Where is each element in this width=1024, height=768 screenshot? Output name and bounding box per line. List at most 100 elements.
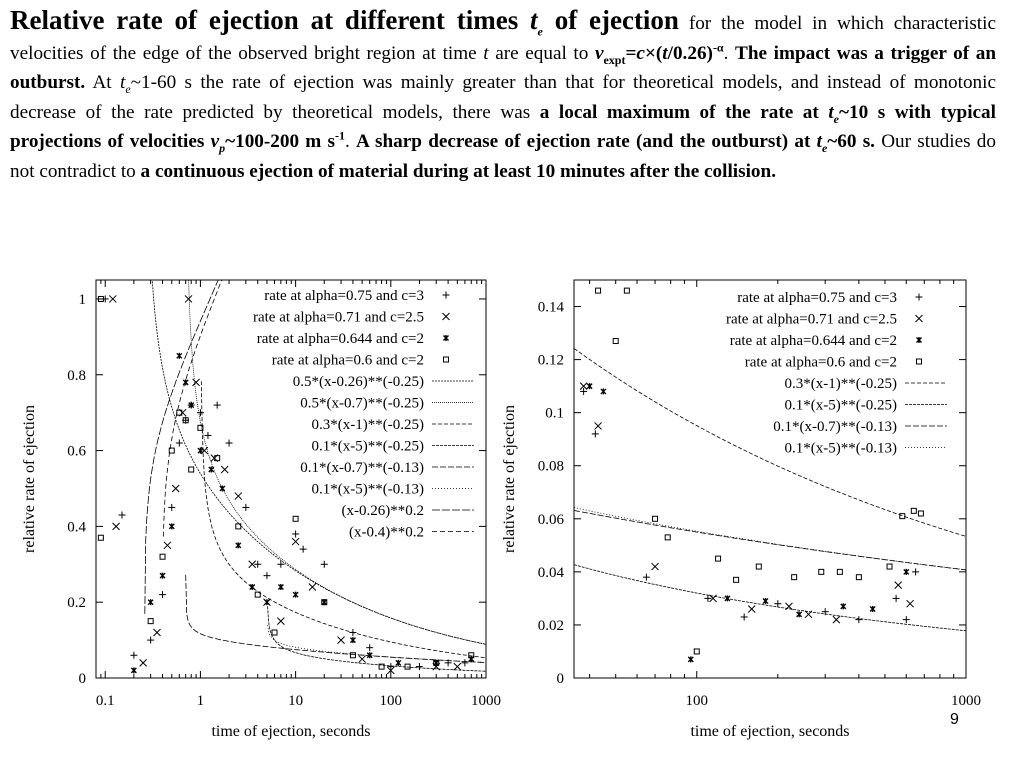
square-marker [910, 507, 917, 514]
square-marker [378, 663, 385, 670]
x-marker [747, 605, 756, 613]
caption-part: The impact was a trigger of an outburst. [10, 42, 997, 94]
x-marker [453, 662, 462, 671]
x-marker [651, 562, 659, 571]
square-marker [176, 409, 183, 416]
square-marker [321, 599, 328, 606]
caption-part: ×( [644, 42, 663, 64]
legend-label: 0.1*(x-5)**(-0.25) [785, 398, 897, 414]
y-tick-label: 1 [79, 292, 87, 308]
square-marker [235, 523, 242, 530]
legend-label: 0.1*(x-5)**(-0.25) [312, 439, 424, 455]
legend-label: 0.1*(x-5)**(-0.13) [785, 441, 897, 457]
square-marker [612, 338, 619, 345]
square-marker [147, 618, 154, 625]
model-curve [185, 574, 486, 663]
x-marker [220, 465, 229, 474]
model-curve [267, 606, 486, 672]
y-axis-label: relative rate of ejection [501, 405, 518, 553]
square-marker [715, 555, 722, 562]
x-tick-label: 1000 [471, 693, 501, 709]
x-marker [291, 537, 300, 546]
caption-part: ~100-200 m s [225, 131, 335, 153]
square-marker [664, 534, 671, 541]
square-marker [159, 553, 166, 560]
caption-part: . [344, 131, 357, 153]
legend-label: 0.5*(x-0.7)**(-0.25) [300, 396, 424, 412]
x-marker [579, 382, 588, 390]
x-marker [906, 599, 914, 608]
caption-part: v [594, 42, 604, 64]
x-tick-label: 1000 [951, 693, 981, 709]
page-number: 9 [950, 711, 959, 728]
x-tick-label: 1 [197, 693, 205, 709]
caption-text: Relative rate of ejection at different t… [10, 5, 997, 187]
curves-group [574, 348, 966, 632]
caption-part: -α [712, 40, 724, 55]
caption-part: . [723, 42, 736, 64]
x-marker [709, 594, 717, 603]
legend-label: rate at alpha=0.644 and c=2 [257, 331, 424, 347]
square-marker [292, 515, 299, 522]
x-marker [832, 615, 841, 624]
legend-label: rate at alpha=0.6 and c=2 [272, 353, 424, 369]
square-marker [652, 515, 659, 522]
caption-part: A sharp decrease of ejection rate (and t… [356, 131, 817, 153]
caption-part: -1 [334, 128, 345, 143]
model-curve [574, 564, 966, 632]
caption-part: t [483, 42, 489, 64]
curves-group [144, 280, 486, 672]
square-marker [899, 513, 906, 520]
caption-part: At [85, 72, 120, 94]
model-curve [144, 280, 219, 614]
x-marker [163, 541, 172, 550]
legend-label: rate at alpha=0.644 and c=2 [730, 333, 897, 349]
square-marker [623, 287, 630, 294]
caption-part: = [625, 42, 637, 64]
square-marker [886, 563, 893, 570]
square-marker [917, 510, 924, 517]
caption-part: of ejection [542, 5, 679, 35]
x-marker [153, 628, 161, 637]
x-tick-label: 100 [380, 693, 403, 709]
legend-label: rate at alpha=0.71 and c=2.5 [726, 312, 897, 328]
points-group [579, 287, 924, 663]
x-marker [308, 583, 317, 591]
caption-part: c [636, 42, 645, 64]
square-marker [97, 295, 104, 302]
caption-part: a continuous ejection of material during… [140, 160, 776, 182]
square-marker [755, 563, 762, 570]
square-marker [188, 466, 195, 473]
plot-frame [573, 279, 967, 679]
model-curve [200, 381, 486, 659]
legend-label: 0.5*(x-0.26)**(-0.25) [293, 374, 424, 390]
square-marker [468, 652, 475, 659]
square-marker [818, 568, 825, 575]
legend-label: (x-0.4)**0.2 [349, 525, 424, 541]
legend-label: rate at alpha=0.75 and c=3 [737, 290, 897, 306]
caption-part: e [125, 82, 131, 97]
model-curve [267, 625, 486, 663]
x-marker [277, 617, 285, 625]
caption-part: p [219, 141, 226, 156]
x-marker [894, 581, 903, 589]
x-axis-label: time of ejection, seconds [690, 723, 849, 740]
caption-part: ~1-60 s the rate of ejection was mainly … [10, 72, 996, 123]
caption-part: are equal to [488, 42, 595, 64]
square-marker [404, 663, 411, 670]
square-marker [254, 591, 261, 598]
points-group [97, 295, 475, 675]
y-tick-label: 0.08 [538, 459, 564, 475]
x-marker [337, 636, 345, 644]
square-marker [168, 447, 175, 454]
x-marker [184, 295, 193, 303]
caption-part: e [821, 141, 828, 156]
x-marker [171, 484, 180, 493]
x-marker [234, 492, 243, 500]
y-tick-label: 0.6 [67, 444, 86, 460]
caption-part: v [210, 131, 220, 153]
caption-part: t [816, 131, 822, 153]
legend: rate at alpha=0.75 and c=3 rate at alpha=… [253, 288, 474, 541]
square-marker [197, 424, 204, 431]
x-marker [386, 666, 395, 675]
